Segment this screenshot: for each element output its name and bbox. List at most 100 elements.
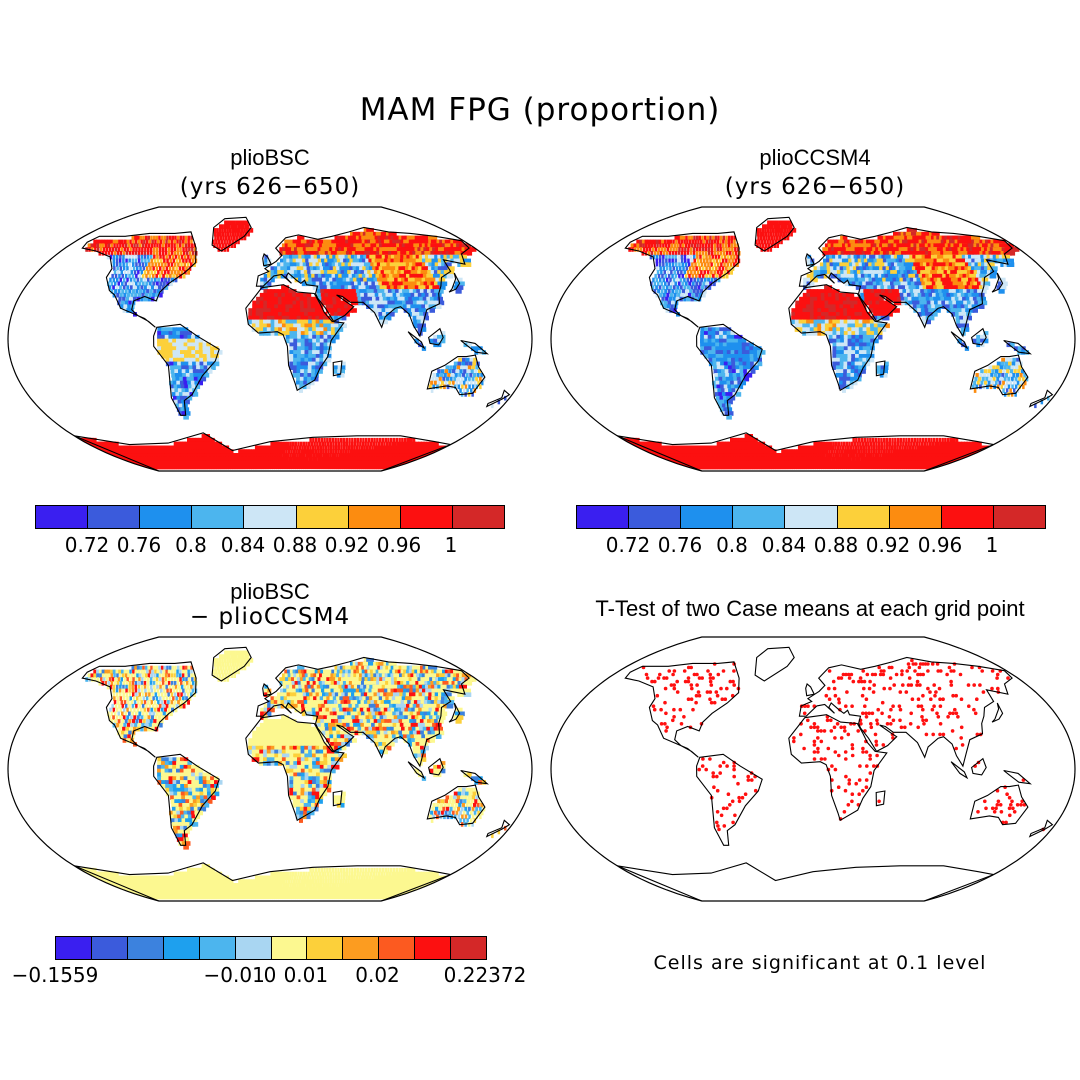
grid-cell (324, 460, 328, 466)
grid-cell (414, 285, 421, 290)
grid-cell (217, 235, 220, 241)
grid-cell (233, 228, 236, 233)
grid-cell (839, 262, 844, 267)
grid-cell (957, 292, 963, 298)
grid-cell (824, 315, 830, 321)
grid-cell (447, 373, 451, 378)
grid-cell (672, 285, 676, 290)
grid-cell (915, 273, 921, 279)
grid-cell (334, 460, 339, 466)
grid-cell (270, 292, 275, 298)
grid-cell (418, 285, 425, 290)
grid-cell (716, 243, 719, 248)
grid-cell (722, 273, 726, 279)
grid-cell (816, 266, 821, 271)
grid-cell (924, 258, 931, 264)
grid-cell (260, 449, 265, 454)
grid-cell (886, 258, 892, 264)
grid-cell (372, 266, 378, 271)
grid-cell (135, 289, 139, 294)
grid-cell (337, 437, 340, 443)
grid-cell (235, 220, 238, 226)
grid-cell (921, 312, 927, 317)
grid-cell (116, 277, 119, 283)
grid-cell (262, 445, 267, 451)
grid-cell (145, 281, 149, 287)
grid-cell (294, 247, 299, 252)
grid-cell (360, 445, 364, 451)
grid-cell (690, 258, 693, 264)
grid-cell (391, 441, 395, 447)
grid-cell (851, 327, 856, 332)
grid-cell (858, 251, 864, 256)
grid-cell (331, 338, 336, 344)
grid-cell (184, 239, 188, 245)
grid-cell (190, 243, 193, 248)
grid-cell (126, 239, 130, 245)
grid-cell (300, 361, 305, 367)
grid-cell (960, 270, 967, 275)
grid-cell (869, 281, 875, 287)
grid-cell (688, 239, 692, 245)
grid-cell (467, 342, 472, 348)
grid-cell (373, 262, 380, 267)
grid-cell (909, 254, 916, 260)
grid-cell (330, 315, 336, 321)
grid-cell (703, 270, 706, 275)
grid-cell (659, 266, 662, 271)
grid-cell (926, 262, 933, 267)
grid-cell (950, 308, 956, 313)
grid-cell (655, 239, 659, 245)
grid-cell (692, 289, 696, 294)
grid-cell (841, 239, 846, 245)
grid-cell (932, 292, 938, 298)
grid-cell (686, 285, 690, 290)
grid-cell (408, 266, 415, 271)
grid-cell (930, 258, 937, 264)
grid-cell (954, 308, 960, 313)
grid-cell (132, 266, 136, 271)
coastline-antarctica (73, 432, 453, 471)
grid-cell (987, 262, 995, 267)
grid-cell (311, 312, 317, 317)
grid-cell (377, 304, 383, 309)
grid-cell (924, 308, 930, 313)
grid-cell (341, 312, 347, 317)
grid-cell (666, 304, 671, 309)
grid-cell (308, 453, 311, 458)
grid-cell (272, 464, 275, 470)
grid-cell (446, 384, 450, 390)
grid-cell (727, 243, 731, 248)
grid-cell (136, 266, 139, 271)
grid-cell (233, 224, 236, 229)
grid-cell (860, 292, 865, 298)
grid-cell (176, 395, 182, 401)
grid-cell (175, 273, 179, 279)
grid-cell (698, 235, 701, 241)
grid-cell (303, 270, 309, 275)
grid-cell (703, 235, 707, 241)
grid-cell (690, 296, 694, 302)
grid-cell (399, 273, 406, 279)
grid-cell (181, 411, 188, 416)
grid-cell (274, 319, 279, 325)
grid-cell (341, 247, 347, 252)
grid-cell (766, 239, 769, 245)
grid-cell (762, 224, 765, 229)
grid-cell (784, 220, 788, 226)
grid-cell (315, 319, 321, 325)
grid-cell (855, 285, 861, 290)
grid-cell (314, 258, 320, 264)
grid-cell (427, 270, 434, 275)
grid-cell (323, 289, 329, 294)
grid-cell (332, 460, 337, 466)
grid-cell (447, 270, 455, 275)
grid-cell (290, 270, 295, 275)
grid-cell (296, 357, 302, 363)
grid-cell (270, 270, 275, 275)
grid-cell (139, 289, 143, 294)
grid-cell (340, 369, 345, 374)
grid-cell (806, 331, 811, 336)
grid-cell (806, 308, 811, 313)
grid-cell (809, 319, 815, 325)
